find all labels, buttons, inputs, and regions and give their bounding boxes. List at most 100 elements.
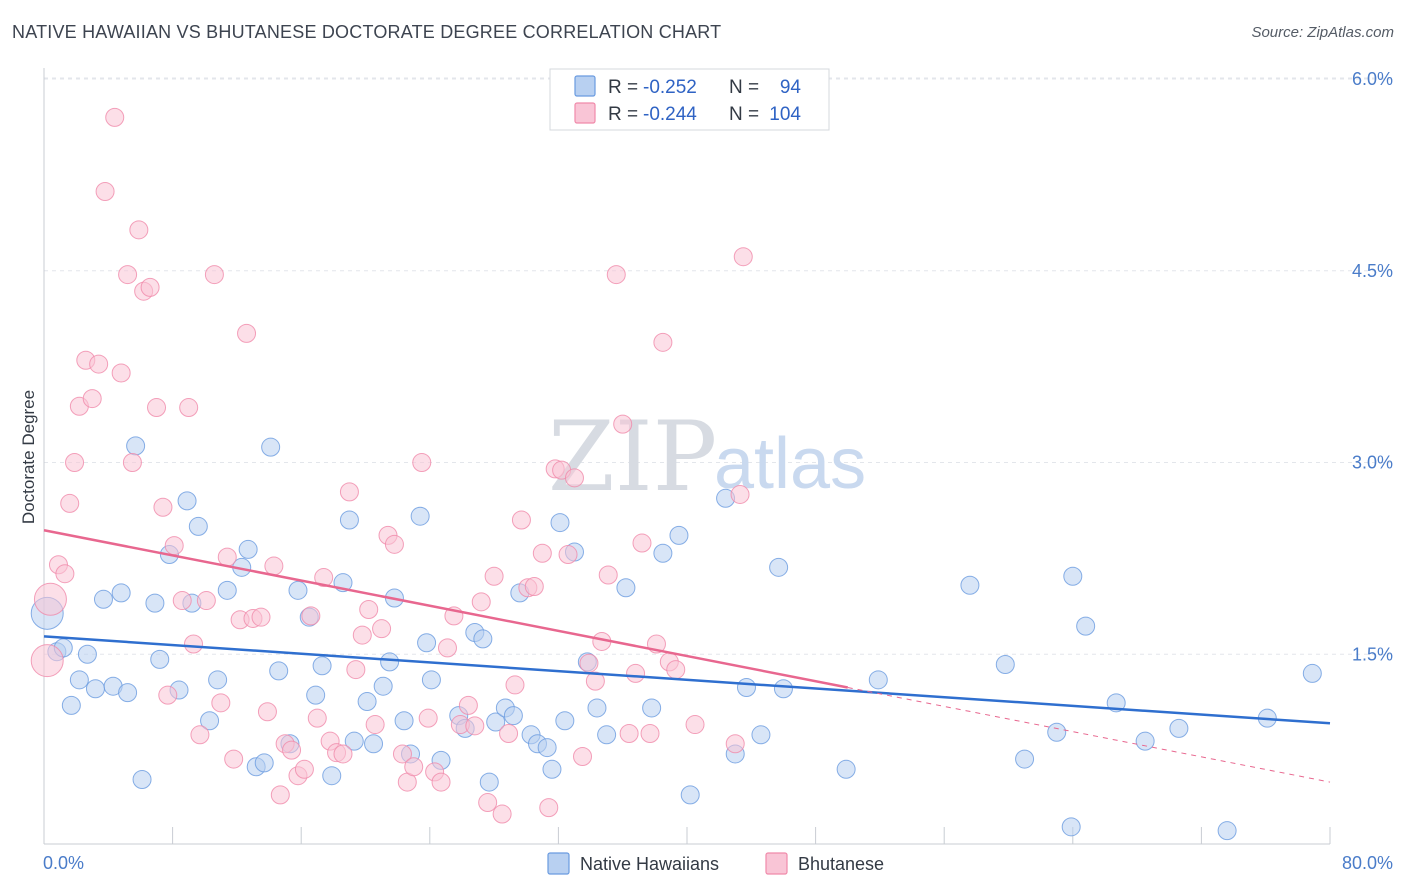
bhutanese-point-53 (372, 619, 392, 639)
bhutanese-point-14 (122, 453, 142, 472)
native-hawaiians-point-24 (238, 539, 258, 559)
bhutanese-point-70 (484, 566, 504, 586)
watermark-zip: ZIP (548, 401, 717, 513)
native-hawaiians-point-20 (200, 711, 220, 731)
bhutanese-point-56 (392, 744, 412, 764)
bhutanese-point-72 (499, 724, 519, 744)
native-hawaiians-point-46 (417, 633, 437, 653)
native-hawaiians-point-90 (1169, 718, 1189, 738)
legend-swatch-bhutanese (574, 102, 596, 124)
bhutanese-point-58 (404, 757, 424, 777)
bottom-legend-swatch-native-hawaiians (547, 852, 570, 875)
native-hawaiians-point-69 (642, 698, 662, 718)
bottom-legend: Native Hawaiians Bhutanese (547, 852, 884, 875)
bhutanese-point-25 (190, 725, 210, 745)
native-hawaiians-point-11 (126, 436, 146, 456)
native-hawaiians-point-32 (306, 685, 326, 705)
bhutanese-point-43 (307, 708, 327, 728)
bhutanese-point-4 (60, 493, 80, 513)
native-hawaiians-point-75 (736, 677, 756, 697)
watermark: ZIP atlas (548, 401, 866, 513)
bhutanese-point-18 (147, 398, 167, 418)
bhutanese-point-93 (640, 724, 660, 744)
bhutanese-point-91 (626, 663, 646, 683)
native-hawaiians-point-54 (486, 712, 506, 732)
bottom-legend-label-native-hawaiians: Native Hawaiians (580, 854, 719, 874)
native-hawaiians-point-56 (503, 706, 523, 726)
bhutanese-point-77 (532, 543, 552, 563)
native-hawaiians-point-39 (364, 734, 384, 754)
bhutanese-point-29 (217, 547, 237, 567)
native-hawaiians-point-81 (960, 575, 980, 595)
bottom-legend-label-bhutanese: Bhutanese (798, 854, 884, 874)
y-tick-label-2: 4.5% (1352, 261, 1393, 281)
native-hawaiians-point-22 (217, 580, 237, 600)
legend-swatch-native-hawaiians (574, 75, 596, 97)
bhutanese-point-51 (359, 600, 379, 620)
y-tick-label-3: 6.0% (1352, 69, 1393, 89)
y-tick-labels: 1.5% 3.0% 4.5% 6.0% (1352, 69, 1393, 664)
bhutanese-point-44 (314, 568, 334, 588)
native-hawaiians-point-43 (394, 711, 414, 731)
native-hawaiians-point-7 (93, 589, 113, 609)
native-hawaiians-point-60 (537, 738, 557, 758)
bhutanese-point-0 (30, 644, 64, 678)
native-hawaiians-point-30 (288, 580, 308, 600)
bhutanese-point-20 (158, 685, 178, 705)
bhutanese-point-28 (211, 693, 231, 713)
bhutanese-point-32 (237, 323, 257, 343)
bhutanese-point-11 (105, 107, 125, 127)
source-credit: Source: ZipAtlas.com (1251, 24, 1394, 41)
native-hawaiians-point-14 (150, 649, 170, 669)
bhutanese-point-97 (666, 660, 686, 680)
legend-r-value-1: -0.252 (643, 77, 697, 98)
native-hawaiians-point-68 (616, 578, 636, 598)
bhutanese-point-34 (251, 607, 271, 627)
bhutanese-point-71 (492, 804, 512, 824)
native-hawaiians-point-77 (769, 557, 789, 577)
bhutanese-point-42 (301, 606, 321, 626)
bhutanese-point-47 (333, 744, 353, 764)
legend-n-label-1: N = (729, 77, 759, 98)
y-tick-label-0: 1.5% (1352, 644, 1393, 664)
legend-r-label-1: R = (608, 77, 638, 98)
native-hawaiians-point-85 (1061, 817, 1081, 837)
native-hawaiians-point-80 (868, 670, 888, 690)
native-hawaiians-point-93 (1302, 663, 1322, 683)
bhutanese-point-66 (458, 695, 478, 715)
native-hawaiians-point-6 (85, 679, 105, 699)
native-hawaiians-point-5 (77, 644, 97, 664)
bhutanese-point-101 (733, 247, 753, 267)
bhutanese-point-88 (606, 265, 626, 285)
bhutanese-point-35 (257, 702, 277, 722)
native-hawaiians-point-71 (669, 525, 689, 545)
bhutanese-point-49 (346, 660, 366, 680)
bhutanese-point-87 (598, 565, 618, 585)
native-hawaiians-point-36 (339, 510, 359, 530)
bhutanese-point-67 (465, 716, 485, 736)
native-hawaiians-point-34 (322, 766, 342, 786)
bhutanese-point-63 (437, 638, 457, 658)
bhutanese-point-24 (183, 634, 203, 654)
legend-n-label-2: N = (729, 104, 759, 125)
axes (43, 68, 1331, 845)
bhutanese-point-74 (511, 510, 531, 530)
native-hawaiians-point-45 (410, 506, 430, 526)
bhutanese-point-62 (431, 772, 451, 792)
native-hawaiians-point-37 (344, 731, 364, 751)
native-hawaiians-point-3 (61, 695, 81, 715)
bhutanese-point-8 (82, 389, 102, 409)
x-tick-max: 80.0% (1342, 853, 1393, 873)
native-hawaiians-point-21 (208, 670, 228, 690)
native-hawaiians-point-87 (1076, 616, 1096, 636)
bhutanese-point-52 (365, 715, 385, 735)
legend-r-value-2: -0.244 (643, 104, 697, 125)
bhutanese-point-50 (352, 625, 372, 645)
bhutanese-point-15 (129, 220, 149, 240)
bhutanese-point-99 (725, 734, 745, 754)
native-hawaiians-point-89 (1135, 731, 1155, 751)
y-axis-label: Doctorate Degree (19, 390, 38, 524)
bhutanese-point-37 (270, 785, 290, 805)
bhutanese-point-60 (418, 708, 438, 728)
